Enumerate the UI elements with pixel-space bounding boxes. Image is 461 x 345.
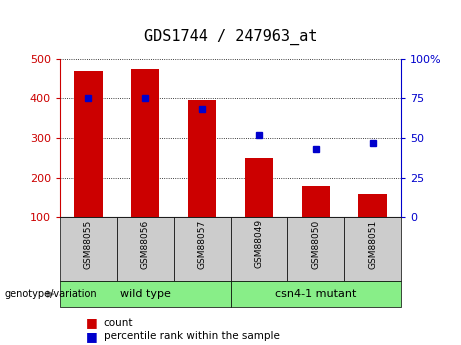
Bar — [287, 217, 344, 281]
Text: GSM88056: GSM88056 — [141, 219, 150, 268]
Bar — [301, 186, 330, 217]
Text: genotype/variation: genotype/variation — [5, 289, 97, 299]
Text: GSM88051: GSM88051 — [368, 219, 377, 268]
Bar — [174, 217, 230, 281]
Bar — [188, 100, 216, 217]
Text: GSM88055: GSM88055 — [84, 219, 93, 268]
Text: ■: ■ — [86, 316, 98, 329]
Bar — [74, 70, 102, 217]
Bar — [131, 69, 160, 217]
Bar — [245, 158, 273, 217]
Bar — [60, 281, 230, 307]
Text: csn4-1 mutant: csn4-1 mutant — [275, 289, 356, 299]
Bar — [117, 217, 174, 281]
Bar — [230, 217, 287, 281]
Text: GSM88050: GSM88050 — [311, 219, 320, 268]
Text: ■: ■ — [86, 330, 98, 343]
Bar — [344, 217, 401, 281]
Bar — [358, 194, 387, 217]
Text: wild type: wild type — [120, 289, 171, 299]
Bar — [230, 281, 401, 307]
Text: percentile rank within the sample: percentile rank within the sample — [104, 332, 280, 341]
Text: GSM88057: GSM88057 — [198, 219, 207, 268]
Text: count: count — [104, 318, 133, 327]
Text: GDS1744 / 247963_at: GDS1744 / 247963_at — [144, 29, 317, 45]
Text: GSM88049: GSM88049 — [254, 219, 263, 268]
Bar — [60, 217, 117, 281]
